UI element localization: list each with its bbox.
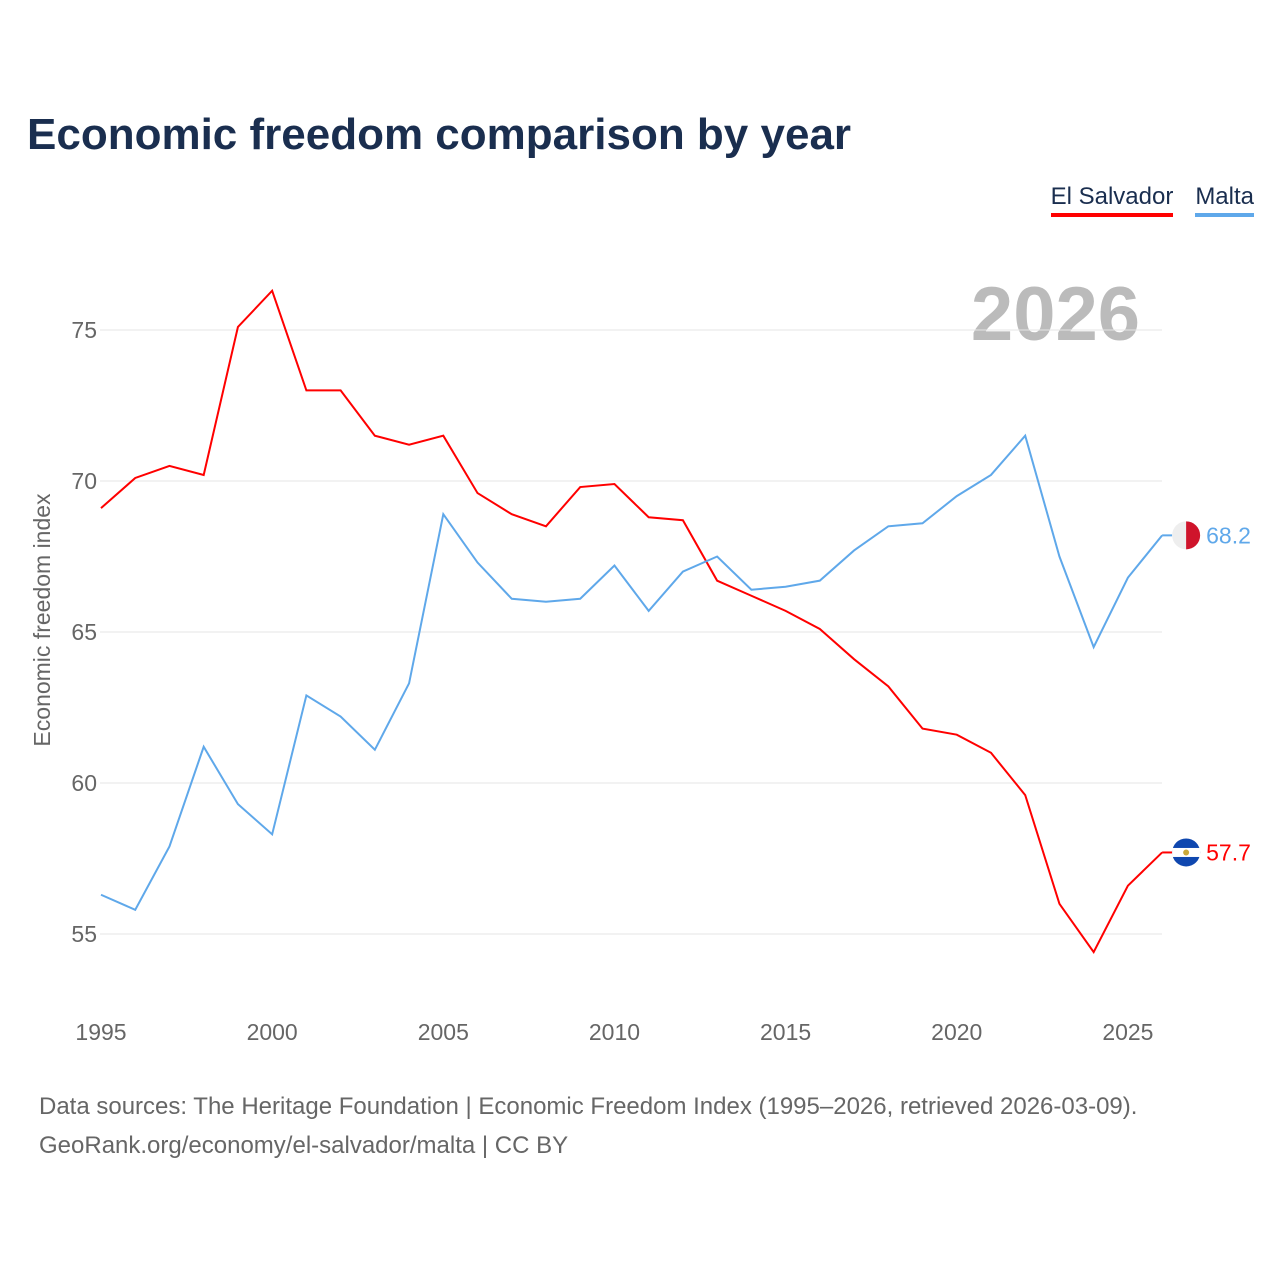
el-salvador-flag-icon <box>1172 838 1201 867</box>
y-tick-label: 65 <box>71 619 97 645</box>
y-tick-label: 60 <box>71 770 97 796</box>
legend: El Salvador Malta <box>1050 183 1254 217</box>
legend-el-salvador[interactable]: El Salvador <box>1050 183 1174 217</box>
x-tick-label: 2015 <box>760 1019 811 1045</box>
y-tick-label: 55 <box>71 921 97 947</box>
chart-title: Economic freedom comparison by year <box>27 110 852 159</box>
footer: Data sources: The Heritage Foundation | … <box>39 1087 1137 1165</box>
x-tick-label: 2000 <box>247 1019 298 1045</box>
x-tick-label: 2020 <box>931 1019 982 1045</box>
series-line-el-salvador <box>100 288 1163 955</box>
y-tick-label: 70 <box>71 468 97 494</box>
year-watermark: 2026 <box>971 272 1140 357</box>
x-tick-label: 2025 <box>1102 1019 1153 1045</box>
end-value-label: 68.2 <box>1206 522 1251 548</box>
y-tick-label: 75 <box>71 317 97 343</box>
x-tick-label: 1995 <box>75 1019 126 1045</box>
y-axis-label: Economic freedom index <box>29 493 55 747</box>
series-line-malta <box>100 433 1163 912</box>
end-value-label: 57.7 <box>1206 839 1251 865</box>
x-tick-label: 2005 <box>418 1019 469 1045</box>
legend-malta[interactable]: Malta <box>1195 183 1254 217</box>
malta-flag-icon <box>1172 521 1201 550</box>
x-tick-label: 2010 <box>589 1019 640 1045</box>
source-text: Data sources: The Heritage Foundation | … <box>39 1093 1138 1120</box>
license-text: GeoRank.org/economy/el-salvador/malta | … <box>39 1132 569 1159</box>
